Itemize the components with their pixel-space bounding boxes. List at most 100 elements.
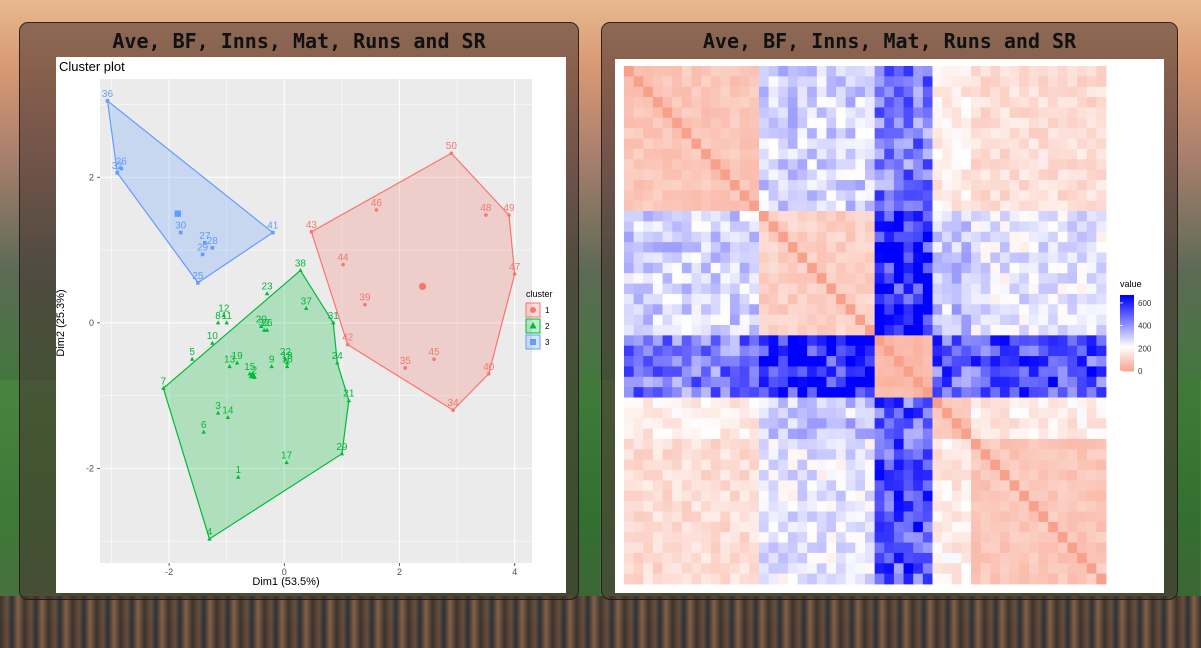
heatmap-cell: [797, 542, 808, 554]
heatmap-cell: [855, 242, 866, 253]
heatmap-cell: [1009, 97, 1020, 108]
heatmap-cell: [932, 273, 943, 284]
heatmap-cell: [1096, 418, 1107, 429]
heatmap-cell: [903, 542, 914, 554]
heatmap-cell: [1096, 66, 1107, 77]
cluster-point-label: 11: [222, 311, 233, 322]
heatmap-cell: [1009, 345, 1020, 357]
heatmap-cell: [652, 97, 663, 108]
heatmap-cell: [922, 138, 933, 150]
heatmap-cell: [778, 501, 789, 512]
heatmap-cell: [720, 397, 731, 409]
heatmap-cell: [865, 449, 876, 461]
heatmap-cell: [797, 138, 808, 150]
heatmap-cell: [778, 573, 789, 585]
heatmap-cell: [913, 138, 924, 150]
heatmap-cell: [1009, 470, 1020, 481]
heatmap-cell: [778, 376, 789, 388]
heatmap-cell: [758, 190, 769, 202]
heatmap-cell: [865, 552, 876, 564]
heatmap-cell: [1067, 107, 1078, 119]
heatmap-cell: [749, 501, 760, 512]
heatmap-cell: [1057, 418, 1068, 429]
heatmap-cell: [797, 376, 808, 388]
cluster-point: [201, 429, 206, 434]
heatmap-cell: [874, 521, 885, 533]
heatmap-cell: [778, 138, 789, 150]
heatmap-cell: [1077, 97, 1088, 108]
heatmap-cell: [942, 459, 953, 471]
heatmap-cell: [662, 325, 673, 336]
heatmap-cell: [932, 148, 943, 160]
heatmap-cell: [768, 418, 779, 429]
heatmap-cell: [1028, 128, 1039, 139]
heatmap-cell: [710, 138, 721, 150]
heatmap-cell: [739, 273, 750, 284]
heatmap-cell: [1077, 428, 1088, 440]
cluster-point: [271, 230, 275, 235]
heatmap-cell: [1077, 542, 1088, 554]
heatmap-cell: [681, 501, 692, 512]
heatmap-cell: [672, 76, 683, 88]
heatmap-cell: [836, 397, 847, 409]
heatmap-cell: [816, 190, 827, 202]
heatmap-cell: [624, 345, 635, 357]
heatmap-cell: [942, 573, 953, 585]
cluster-point-label: 34: [448, 398, 460, 409]
heatmap-cell: [758, 501, 769, 512]
heatmap-cell: [768, 542, 779, 554]
heatmap-cell: [865, 480, 876, 492]
heatmap-cell: [942, 449, 953, 461]
heatmap-cell: [749, 438, 760, 450]
heatmap-cell: [980, 335, 991, 347]
heatmap-cell: [758, 66, 769, 77]
heatmap-cell: [913, 356, 924, 367]
heatmap-cell: [807, 86, 818, 98]
heatmap-cell: [691, 138, 702, 150]
cluster-point: [507, 213, 511, 217]
heatmap-cell: [893, 542, 904, 554]
heatmap-cell: [922, 511, 933, 523]
heatmap-cell: [652, 345, 663, 357]
heatmap-cell: [845, 190, 856, 202]
heatmap-cell: [990, 293, 1001, 305]
heatmap-cell: [624, 376, 635, 388]
heatmap-cell: [672, 179, 683, 191]
heatmap-cell: [980, 252, 991, 264]
heatmap-cell: [633, 148, 644, 160]
heatmap-cell: [1038, 86, 1049, 98]
heatmap-cell: [874, 397, 885, 409]
heatmap-cell: [1086, 552, 1097, 564]
heatmap-cell: [652, 501, 663, 512]
heatmap-cell: [1048, 459, 1059, 471]
heatmap-cell: [720, 242, 731, 253]
cluster-point: [178, 230, 183, 235]
heatmap-cell: [758, 97, 769, 108]
heatmap-cell: [1048, 221, 1059, 233]
heatmap-cell: [730, 231, 741, 243]
heatmap-cell: [749, 428, 760, 440]
heatmap-cell: [836, 345, 847, 357]
cluster-point-label: 49: [503, 203, 515, 214]
heatmap-cell: [807, 128, 818, 139]
heatmap-cell: [971, 325, 982, 336]
heatmap-cell: [980, 397, 991, 409]
heatmap-cell: [1067, 97, 1078, 108]
heatmap-cell: [1067, 407, 1078, 419]
heatmap-cell: [701, 211, 712, 222]
heatmap-cell: [893, 552, 904, 564]
heatmap-cell: [758, 335, 769, 347]
heatmap-cell: [710, 542, 721, 554]
heatmap-cell: [1019, 179, 1030, 191]
heatmap-cell: [1077, 345, 1088, 357]
heatmap-cell: [826, 418, 837, 429]
heatmap-cell: [807, 304, 818, 316]
heatmap-cell: [758, 552, 769, 564]
heatmap-cell: [633, 356, 644, 367]
heatmap-cell: [961, 459, 972, 471]
heatmap-cell: [787, 449, 798, 461]
heatmap-cell: [730, 563, 741, 575]
heatmap-cell: [1038, 283, 1049, 295]
heatmap-cell: [1019, 470, 1030, 481]
heatmap-cell: [942, 159, 953, 170]
